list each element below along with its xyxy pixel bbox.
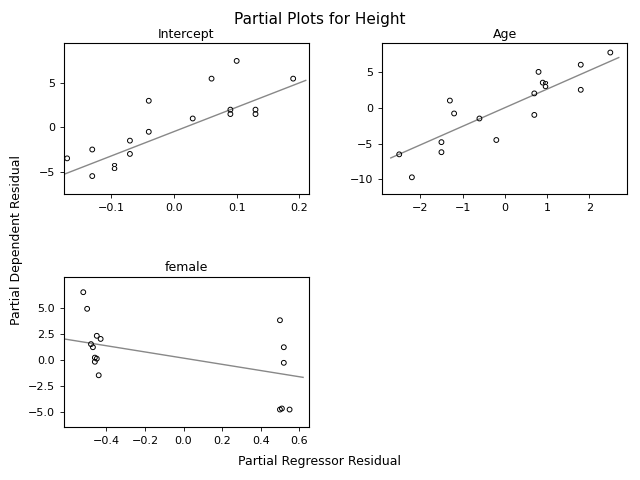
- Point: [225, 110, 236, 118]
- Title: Intercept: Intercept: [158, 28, 214, 41]
- Point: [250, 106, 260, 113]
- Point: [78, 288, 88, 296]
- Point: [95, 335, 106, 343]
- Title: female: female: [164, 261, 208, 274]
- Point: [278, 359, 289, 367]
- Point: [284, 406, 294, 413]
- Point: [529, 111, 540, 119]
- Point: [445, 97, 455, 105]
- Point: [275, 316, 285, 324]
- Point: [90, 354, 100, 361]
- Point: [87, 145, 97, 153]
- Point: [449, 109, 460, 117]
- Point: [276, 405, 287, 412]
- Point: [143, 97, 154, 105]
- Point: [529, 90, 540, 97]
- Point: [436, 138, 447, 146]
- Point: [288, 75, 298, 83]
- Point: [92, 355, 102, 362]
- Point: [407, 173, 417, 181]
- Title: Age: Age: [493, 28, 517, 41]
- Point: [232, 57, 242, 65]
- Point: [93, 372, 104, 379]
- Point: [275, 406, 285, 413]
- Point: [88, 343, 98, 351]
- Point: [90, 358, 100, 366]
- Point: [225, 106, 236, 113]
- Point: [125, 137, 135, 144]
- Point: [538, 79, 548, 86]
- Point: [62, 155, 72, 162]
- Point: [394, 151, 404, 158]
- Point: [92, 332, 102, 340]
- Point: [82, 305, 92, 312]
- Point: [125, 150, 135, 158]
- Point: [533, 68, 543, 76]
- Text: Partial Plots for Height: Partial Plots for Height: [234, 12, 406, 27]
- Text: Partial Dependent Residual: Partial Dependent Residual: [10, 155, 22, 325]
- Point: [87, 172, 97, 180]
- Point: [278, 343, 289, 351]
- Point: [188, 115, 198, 122]
- Text: Partial Regressor Residual: Partial Regressor Residual: [239, 455, 401, 468]
- Point: [86, 340, 96, 348]
- Point: [143, 128, 154, 136]
- Point: [492, 136, 502, 144]
- Point: [605, 48, 616, 56]
- Point: [207, 75, 217, 83]
- Point: [575, 61, 586, 69]
- Text: 8: 8: [111, 163, 118, 173]
- Point: [474, 115, 484, 122]
- Point: [436, 148, 447, 156]
- Text: 8: 8: [541, 81, 548, 91]
- Point: [250, 110, 260, 118]
- Point: [575, 86, 586, 94]
